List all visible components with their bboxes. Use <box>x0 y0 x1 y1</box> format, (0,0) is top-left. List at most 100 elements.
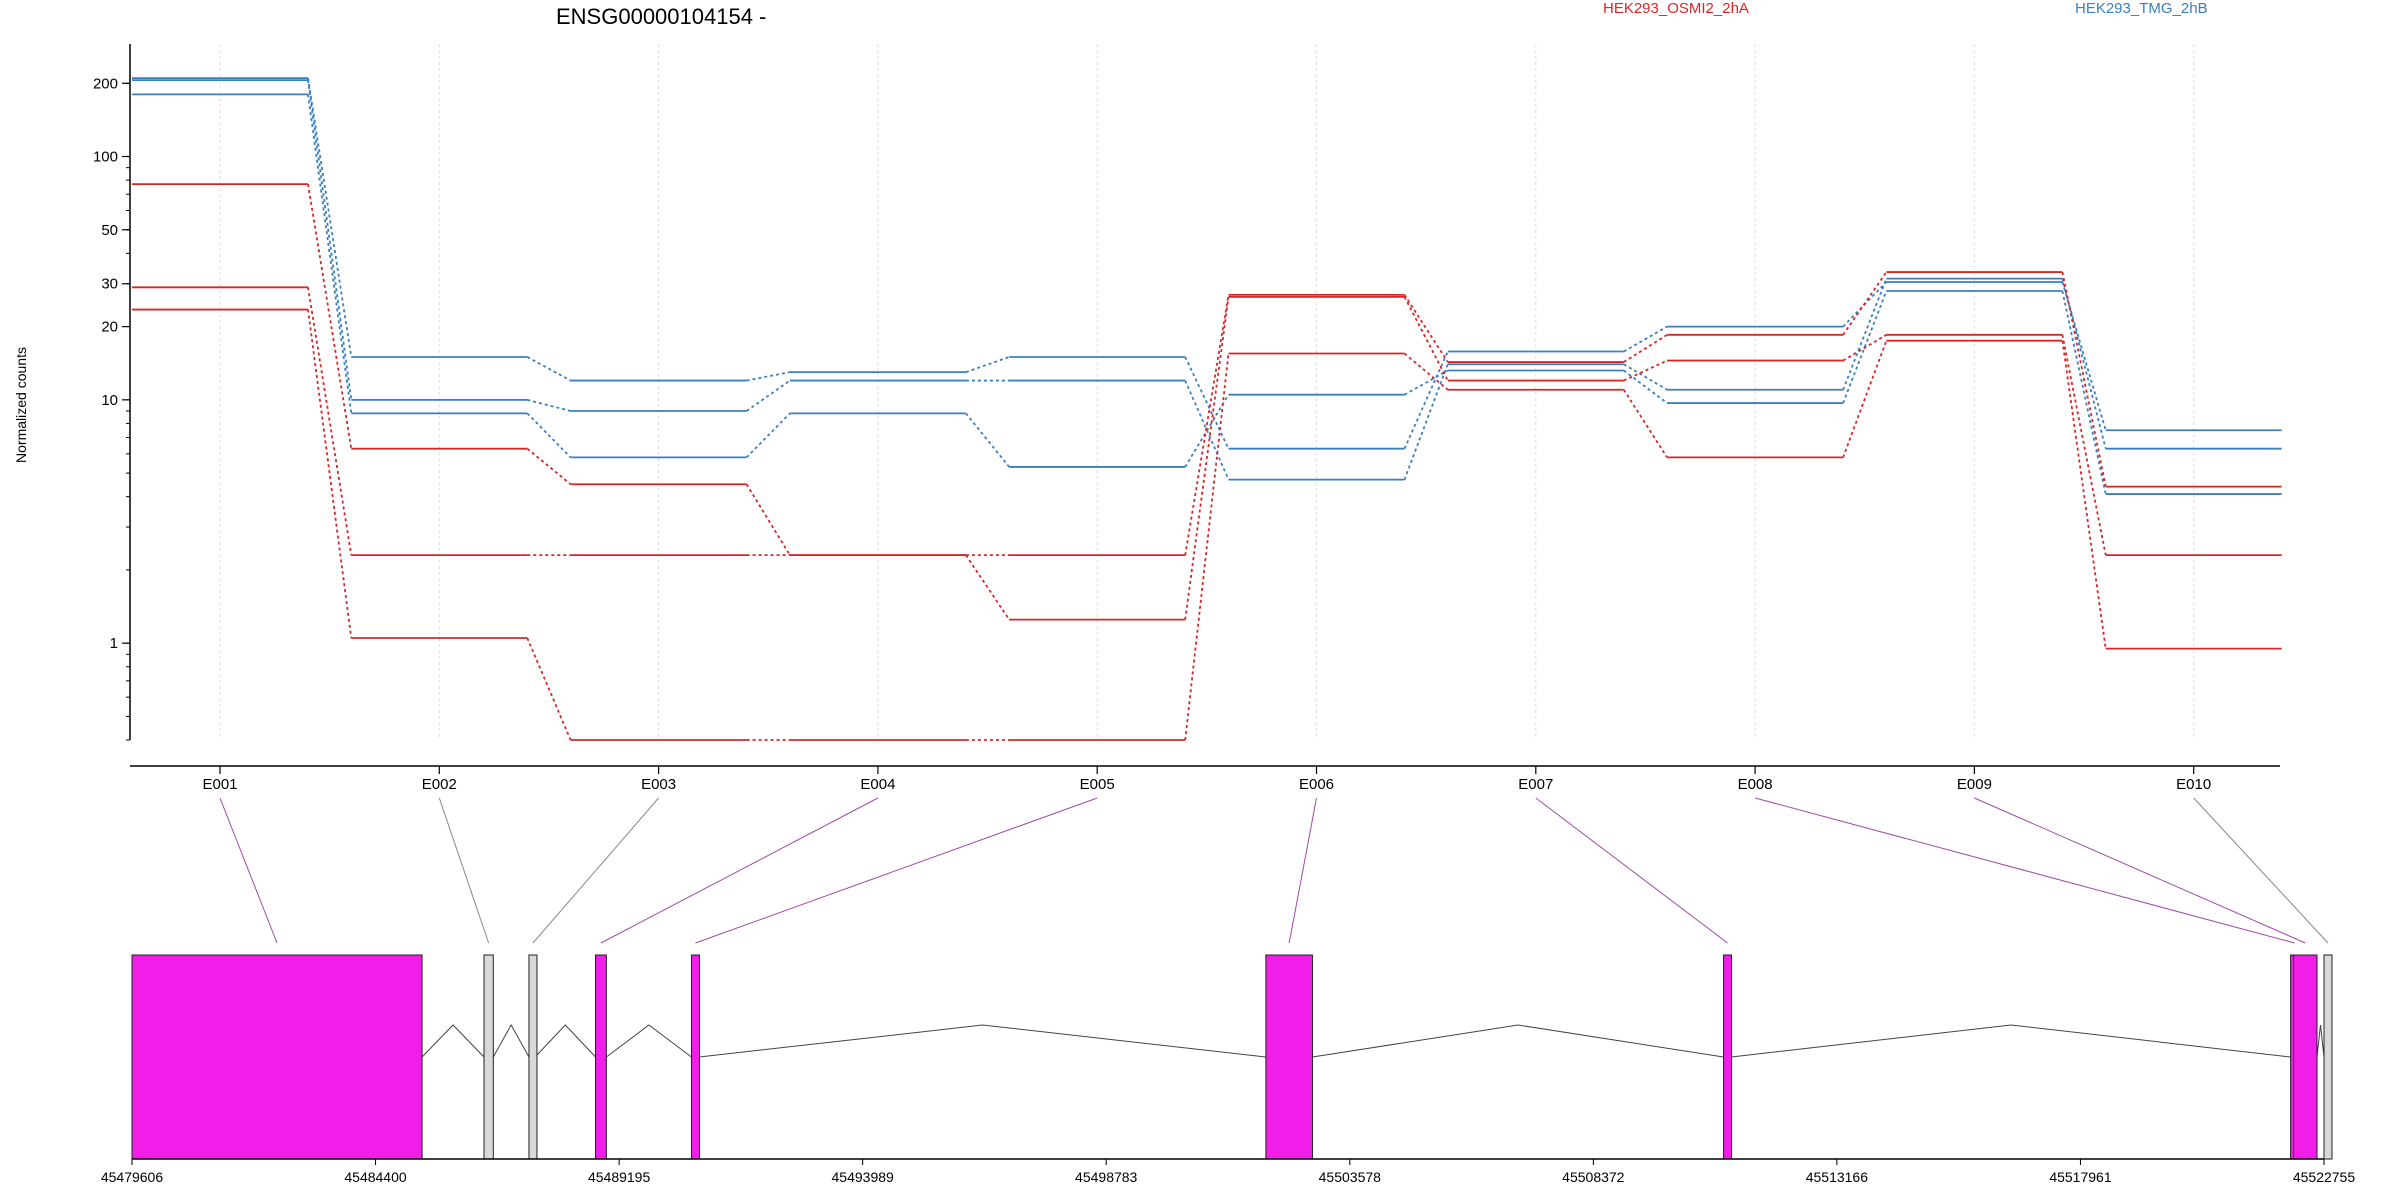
gene-tick-label-45479606: 45479606 <box>101 1169 164 1185</box>
y-tick-label-20: 20 <box>101 319 118 336</box>
series-5-connector-8 <box>1842 334 1887 362</box>
series-2-connector-1 <box>307 80 353 400</box>
series-2-connector-3 <box>746 379 791 412</box>
gene-tick-label-45489195: 45489195 <box>588 1169 651 1185</box>
gene-tick-label-45498783: 45498783 <box>1075 1169 1138 1185</box>
series-4-connector-3 <box>745 483 791 556</box>
y-tick-label-10: 10 <box>101 392 118 409</box>
series-4-connector-1 <box>307 183 353 449</box>
series-1-connector-7 <box>1623 325 1668 353</box>
x-tick-label-e006: E006 <box>1299 776 1334 793</box>
exon-box-e002 <box>483 954 494 1160</box>
series-5-connector-5 <box>1184 296 1230 620</box>
series-3-connector-4 <box>965 412 1010 468</box>
series-5-connector-9 <box>2061 334 2107 556</box>
connector-e006 <box>1288 797 1317 944</box>
series-1-connector-3 <box>746 371 791 382</box>
series-6-connector-5 <box>1184 353 1230 741</box>
intron-6 <box>1312 1024 1724 1058</box>
series-3-connector-9 <box>2061 290 2107 495</box>
series-6-connector-8 <box>1842 340 1888 458</box>
series-5-connector-4 <box>965 554 1010 621</box>
connector-e002 <box>438 797 490 944</box>
connector-e007 <box>1535 797 1728 944</box>
series-6-connector-7 <box>1623 389 1668 458</box>
connector-e001 <box>219 797 278 944</box>
gene-axis: 45479606 45484400 45489195 45493989 45498783… <box>101 1158 2356 1185</box>
series-4-connector-7 <box>1623 334 1668 363</box>
y-tick-label-100: 100 <box>93 149 118 166</box>
series-4-connector-2 <box>526 447 572 485</box>
series-1-connector-4 <box>965 356 1010 373</box>
gene-tick-label-45517961: 45517961 <box>2049 1169 2112 1185</box>
x-tick-label-e001: E001 <box>202 776 237 793</box>
exon-box-e010 <box>2323 954 2333 1160</box>
series-3-connector-5 <box>1184 394 1230 468</box>
gene-tick-label-45508372: 45508372 <box>1562 1169 1625 1185</box>
x-tick-label-e009: E009 <box>1957 776 1992 793</box>
x-tick-label-e003: E003 <box>641 776 676 793</box>
x-tick-label-e004: E004 <box>860 776 895 793</box>
series-line-5 <box>132 286 2282 621</box>
connector-e003 <box>532 797 659 944</box>
series-6-connector-6 <box>1403 352 1449 391</box>
series-4-connector-6 <box>1403 294 1449 363</box>
gene-tick-label-45513166: 45513166 <box>1806 1169 1869 1185</box>
series-5-connector-1 <box>307 287 353 556</box>
exon-box-e001 <box>131 954 423 1160</box>
exon-box-e004 <box>595 954 607 1160</box>
intron-4 <box>606 1024 692 1058</box>
exon-box-e005 <box>690 954 700 1160</box>
x-tick-label-e007: E007 <box>1518 776 1553 793</box>
connector-e004 <box>600 797 879 944</box>
y-tick-label-30: 30 <box>101 276 118 293</box>
series-6-connector-9 <box>2061 340 2107 649</box>
y-axis-label: Normalized counts <box>13 347 29 463</box>
grid-lines <box>219 44 2195 740</box>
series-line-1 <box>132 77 2282 450</box>
gene-tick-label-45484400: 45484400 <box>344 1169 407 1185</box>
series-4-connector-5 <box>1184 294 1230 556</box>
connector-e009 <box>1974 797 2306 944</box>
series-1-connector-9 <box>2061 281 2107 431</box>
chart-title: ENSG00000104154 - <box>556 4 766 29</box>
series-5-connector-7 <box>1623 359 1668 382</box>
connector-e010 <box>2193 797 2329 944</box>
x-tick-label-e010: E010 <box>2176 776 2211 793</box>
series-line-2 <box>132 79 2282 481</box>
connector-e005 <box>695 797 1098 944</box>
intron-1 <box>421 1024 485 1058</box>
series-line-6 <box>132 308 2282 741</box>
gene-model <box>131 954 2333 1160</box>
intron-3 <box>534 1024 596 1058</box>
exon-connectors <box>219 797 2329 944</box>
x-axis: E001 E002 E003 E004 E005 E006 E007 E008 E009 E010 <box>130 765 2280 793</box>
intron-2 <box>492 1023 530 1058</box>
series-3-connector-2 <box>526 412 572 459</box>
series-5-connector-6 <box>1403 296 1449 381</box>
intron-9 <box>2316 1024 2325 1058</box>
series-2-connector-6 <box>1403 363 1449 480</box>
series-1-connector-1 <box>307 77 353 358</box>
series-1-connector-5 <box>1184 356 1230 450</box>
legend-entry-tmg: HEK293_TMG_2hB <box>2075 0 2208 17</box>
series-2-connector-2 <box>527 398 571 412</box>
exon-box-e003 <box>528 954 538 1160</box>
series-2-connector-9 <box>2061 278 2107 449</box>
x-tick-label-e005: E005 <box>1080 776 1115 793</box>
series-line-3 <box>132 93 2282 495</box>
intron-5 <box>699 1024 1266 1058</box>
series-6-connector-2 <box>526 637 572 741</box>
connector-e008 <box>1754 797 2295 944</box>
series-2-connector-7 <box>1623 363 1668 391</box>
gene-tick-label-45522755: 45522755 <box>2293 1169 2356 1185</box>
legend-entry-osmi2: HEK293_OSMI2_2hA <box>1603 0 1749 17</box>
exon-box-e006 <box>1265 954 1313 1160</box>
x-tick-label-e002: E002 <box>422 776 457 793</box>
y-axis: 1 10 20 30 50 100 200 <box>93 44 131 741</box>
gene-tick-label-45503578: 45503578 <box>1319 1169 1382 1185</box>
y-tick-label-200: 200 <box>93 75 118 92</box>
series-3-connector-3 <box>745 412 791 459</box>
gene-tick-label-45493989: 45493989 <box>832 1169 895 1185</box>
